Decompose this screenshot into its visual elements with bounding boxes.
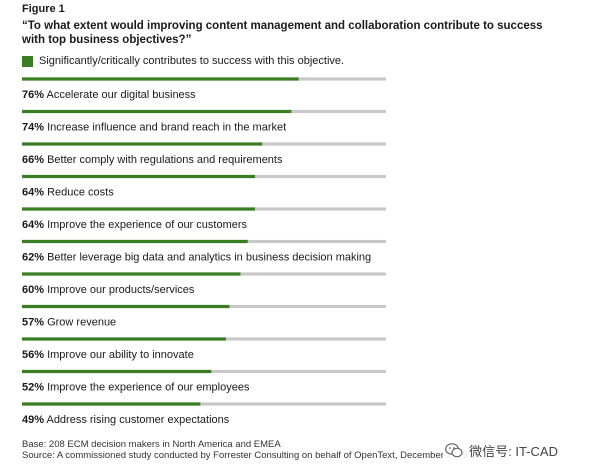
bar-label: 56% Improve our ability to innovate: [22, 349, 194, 361]
data-label: 74%: [22, 122, 44, 134]
data-label: 76%: [22, 89, 44, 101]
bar-label: 64% Reduce costs: [22, 187, 114, 199]
category-label: Improve our ability to innovate: [44, 349, 194, 361]
data-label: 60%: [22, 284, 44, 296]
bar: [22, 369, 212, 374]
bar-label: 76% Accelerate our digital business: [22, 89, 196, 101]
data-label: 64%: [22, 219, 44, 231]
base-note: Base: 208 ECM decision makers in North A…: [22, 439, 281, 450]
bar-label: 49% Address rising customer expectations: [22, 414, 230, 426]
data-label: 66%: [22, 154, 44, 166]
bar: [22, 77, 299, 81]
bar: [22, 174, 255, 179]
bar: [22, 142, 263, 146]
chart-title: “To what extent would improving content …: [22, 20, 543, 46]
category-label: Accelerate our digital business: [44, 89, 196, 101]
category-label: Improve the experience of our customers: [44, 219, 247, 231]
bar: [22, 272, 241, 276]
category-label: Better comply with regulations and requi…: [44, 154, 283, 166]
category-label: Better leverage big data and analytics i…: [44, 252, 371, 264]
bar: [22, 239, 248, 244]
bar-label: 62% Better leverage big data and analyti…: [22, 252, 371, 264]
data-label: 49%: [22, 414, 44, 426]
category-label: Improve our products/services: [44, 284, 195, 296]
figure-label: Figure 1: [22, 3, 65, 15]
category-label: Reduce costs: [44, 187, 114, 199]
bar-track: [22, 402, 386, 406]
legend: Significantly/critically contributes to …: [22, 55, 344, 67]
bar-label: 66% Better comply with regulations and r…: [22, 154, 283, 166]
bar-label: 64% Improve the experience of our custom…: [22, 219, 248, 231]
category-label: Improve the experience of our employees: [44, 382, 250, 394]
bar: [22, 207, 255, 211]
watermark: 微信号: IT-CAD: [443, 441, 560, 460]
data-label: 64%: [22, 187, 44, 199]
legend-label: Significantly/critically contributes to …: [39, 55, 345, 67]
bar: [22, 337, 226, 341]
wechat-icon: [445, 443, 463, 458]
bar-label: 74% Increase influence and brand reach i…: [22, 122, 286, 134]
bar-label: 57% Grow revenue: [22, 317, 116, 329]
bar: [22, 304, 230, 309]
data-label: 56%: [22, 349, 44, 361]
bar-label: 60% Improve our products/services: [22, 284, 195, 296]
watermark-text: 微信号: IT-CAD: [469, 444, 558, 459]
legend-swatch: [22, 55, 33, 67]
data-label: 57%: [22, 317, 44, 329]
category-label: Address rising customer expectations: [44, 414, 230, 426]
data-label: 52%: [22, 382, 44, 394]
bar-label: 52% Improve the experience of our employ…: [22, 382, 250, 394]
bar: [22, 109, 292, 114]
bar: [22, 402, 201, 406]
data-label: 62%: [22, 252, 44, 264]
category-label: Increase influence and brand reach in th…: [44, 122, 286, 134]
source-note: Source: A commissioned study conducted b…: [22, 450, 468, 461]
category-label: Grow revenue: [44, 317, 116, 329]
